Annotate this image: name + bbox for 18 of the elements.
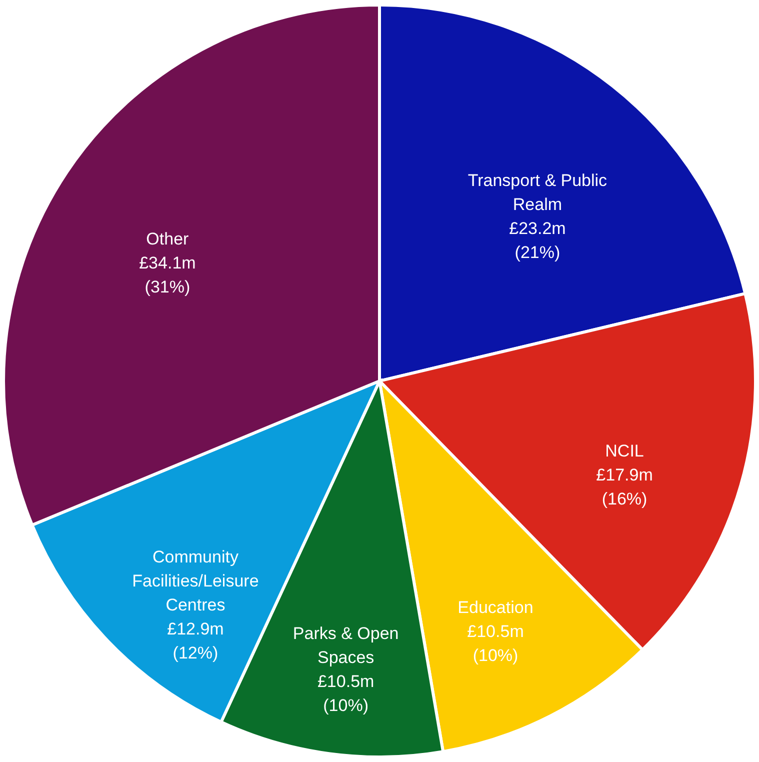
text: (10%) [472,646,518,666]
data-label: £23.2m [509,218,566,238]
slice-label: Transport & Public Realm [468,170,608,214]
data-label: £10.5m [467,622,524,642]
data-label: £17.9m [596,466,653,485]
data-label: £10.5m [317,672,374,691]
data-label: £34.1m [139,253,196,272]
slice-label: Community Facilities/Leisure Centres [132,548,259,615]
data-label: £12.9m [167,620,224,639]
slice-label: Other [146,229,190,248]
text: (16%) [602,490,648,509]
slice-label: Education [458,598,534,618]
text: (12%) [172,644,218,663]
text: (21%) [514,242,560,262]
text: (31%) [144,277,190,296]
text: (10%) [323,696,368,715]
slice-label: NCIL [605,442,644,461]
slice-label: Parks & Open Spaces [292,624,399,667]
